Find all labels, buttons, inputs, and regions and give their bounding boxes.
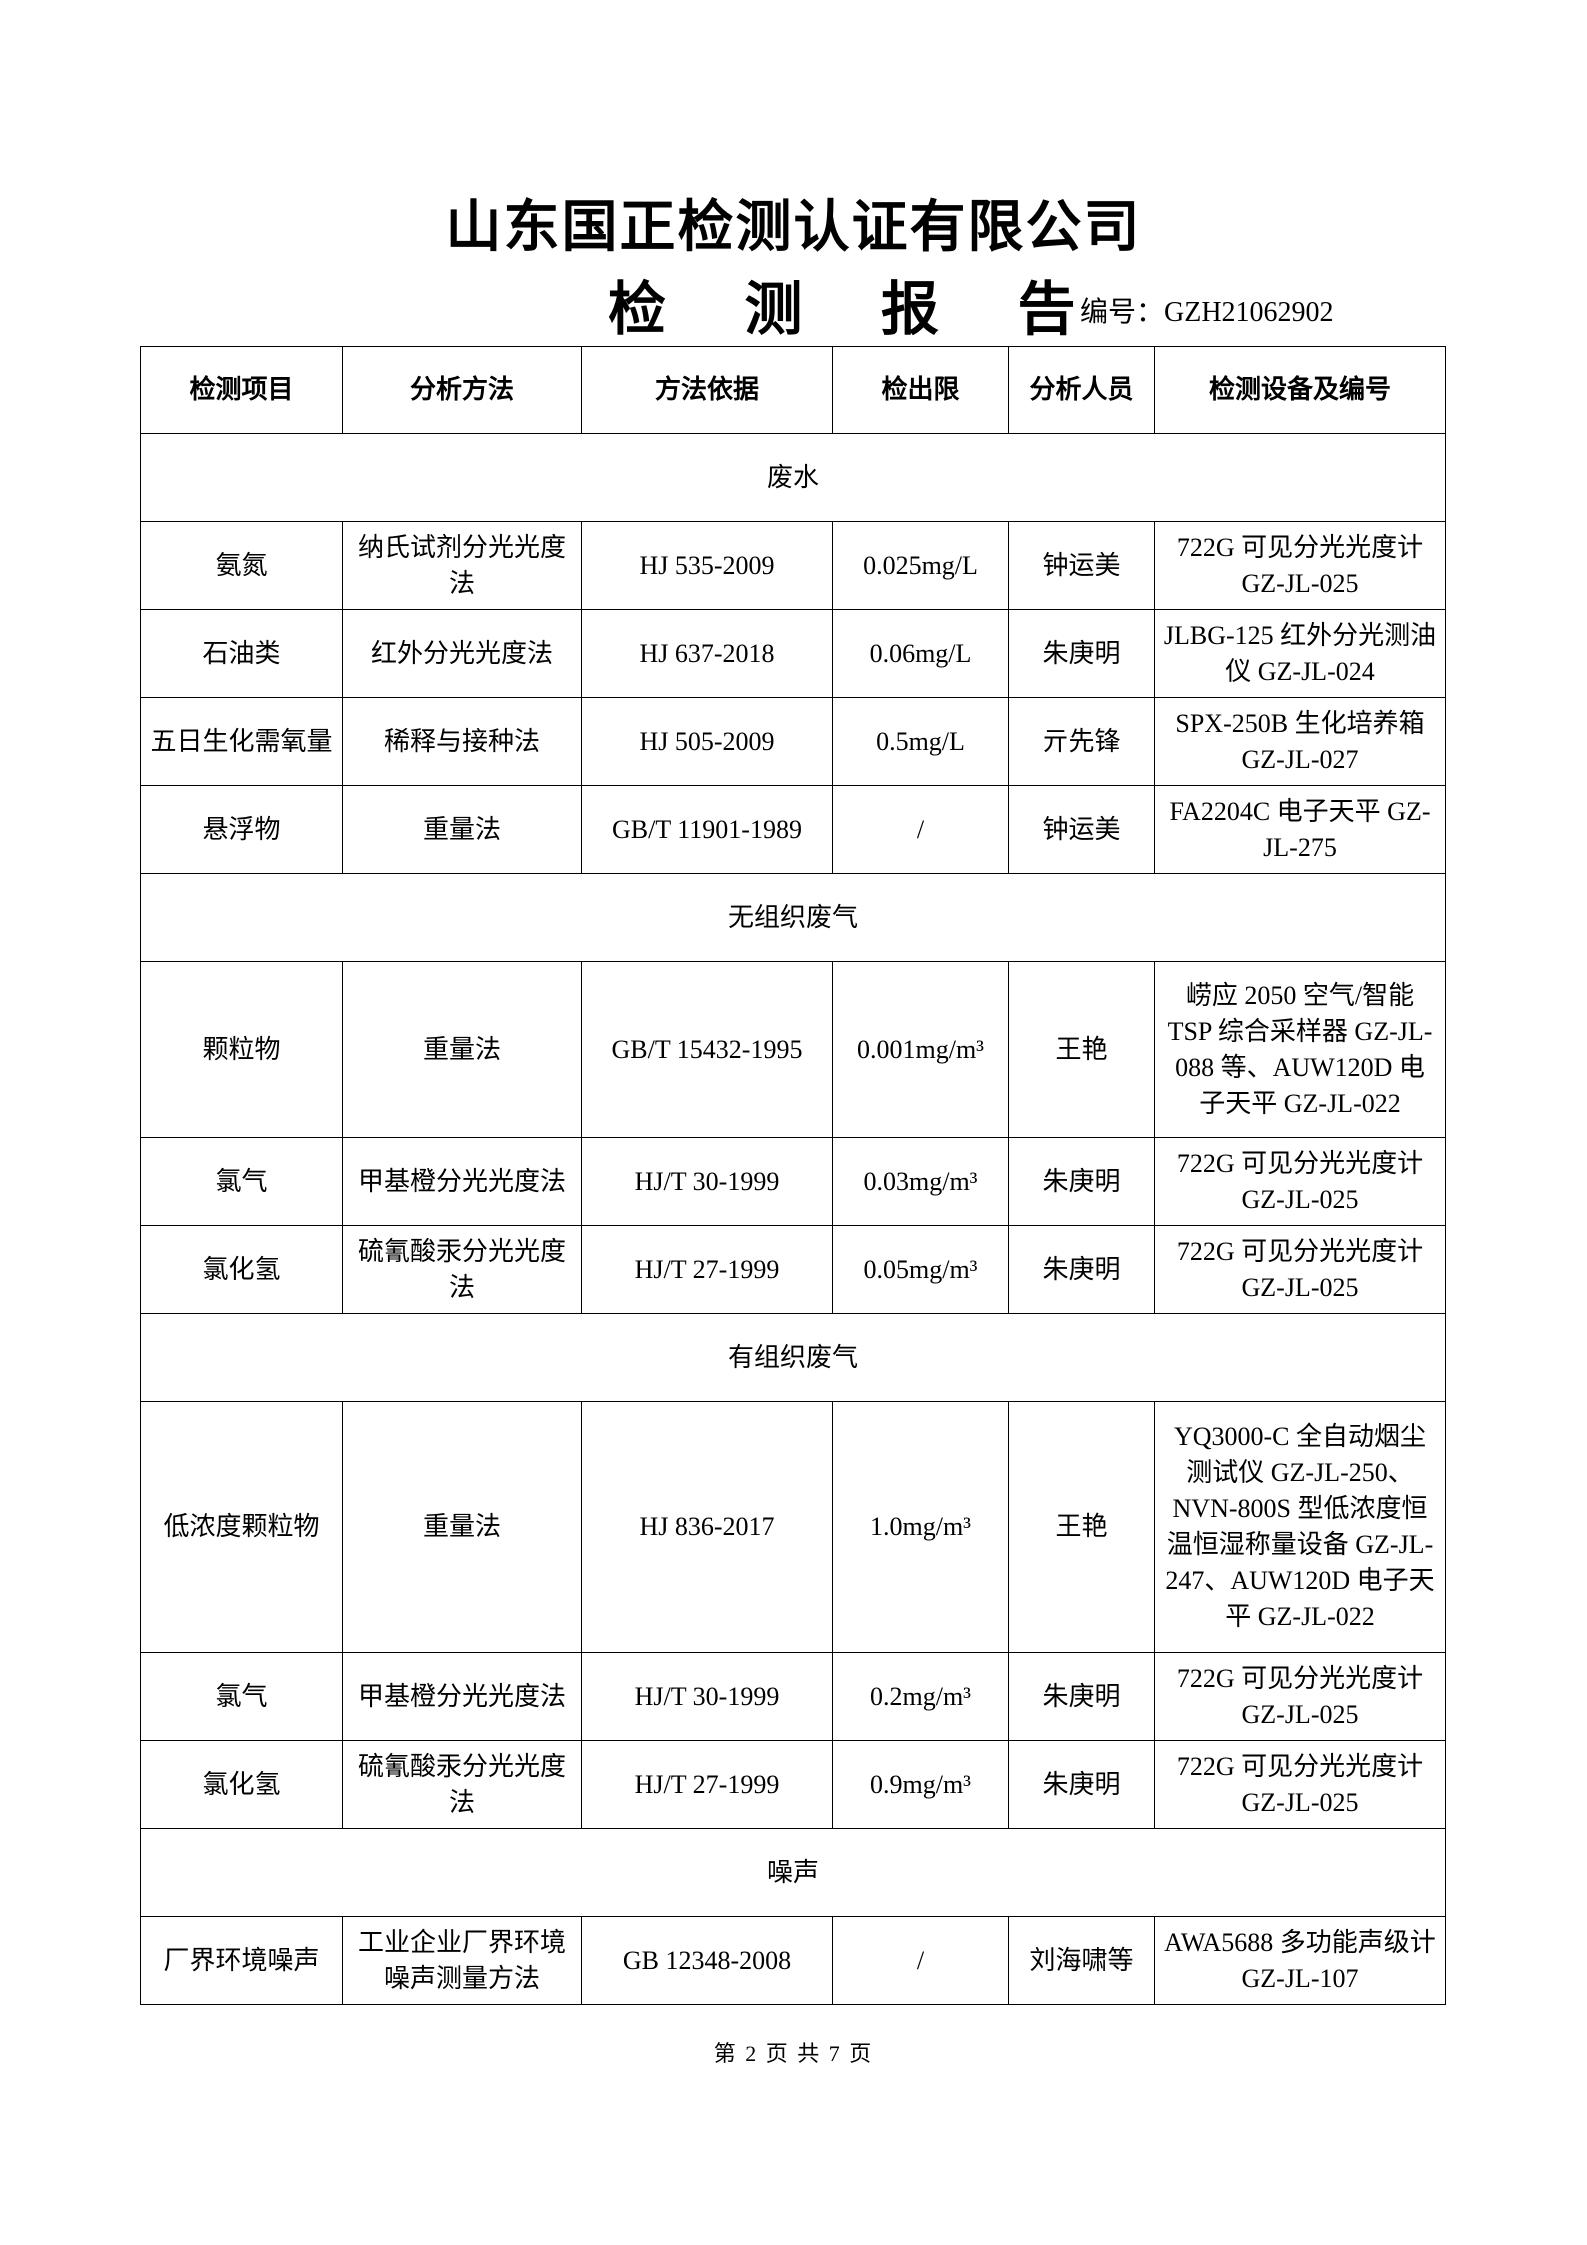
limit-cell: 0.2mg/m³ xyxy=(832,1652,1009,1741)
equipment-cell: SPX-250B 生化培养箱 GZ-JL-027 xyxy=(1154,697,1446,786)
equipment-cell: 722G 可见分光光度计 GZ-JL-025 xyxy=(1154,1652,1446,1741)
limit-cell: 0.03mg/m³ xyxy=(832,1137,1009,1226)
table-row: 氯化氢 硫氰酸汞分光光度法 HJ/T 27-1999 0.9mg/m³ 朱庚明 722G … xyxy=(140,1740,1446,1829)
company-name: 山东国正检测认证有限公司 xyxy=(445,197,1142,259)
analyst-cell: 钟运美 xyxy=(1008,785,1155,874)
method-cell: 工业企业厂界环境噪声测量方法 xyxy=(342,1916,582,2005)
standard-cell: GB/T 11901-1989 xyxy=(581,785,833,874)
method-cell: 甲基橙分光光度法 xyxy=(342,1652,582,1741)
limit-cell: / xyxy=(832,1916,1009,2005)
equipment-cell: 722G 可见分光光度计 GZ-JL-025 xyxy=(1154,1740,1446,1829)
analyst-cell: 朱庚明 xyxy=(1008,1652,1155,1741)
header-cell: 方法依据 xyxy=(581,346,833,434)
table-row: 颗粒物 重量法 GB/T 15432-1995 0.001mg/m³ 王艳 崂应 2050… xyxy=(140,961,1446,1138)
standard-cell: HJ 535-2009 xyxy=(581,521,833,610)
item-cell: 氯气 xyxy=(140,1652,343,1741)
limit-cell: 0.5mg/L xyxy=(832,697,1009,786)
analyst-cell: 朱庚明 xyxy=(1008,1740,1155,1829)
equipment-cell: 722G 可见分光光度计 GZ-JL-025 xyxy=(1154,521,1446,610)
standard-cell: GB/T 15432-1995 xyxy=(581,961,833,1138)
method-cell: 红外分光光度法 xyxy=(342,609,582,698)
section-title: 废水 xyxy=(140,433,1446,522)
item-cell: 氯化氢 xyxy=(140,1740,343,1829)
method-cell: 稀释与接种法 xyxy=(342,697,582,786)
limit-cell: / xyxy=(832,785,1009,874)
analyst-cell: 王艳 xyxy=(1008,1401,1155,1653)
item-cell: 五日生化需氧量 xyxy=(140,697,343,786)
section-row: 废水 xyxy=(140,433,1446,522)
document-title: 检 测 报 告 xyxy=(608,277,1108,342)
header-cell: 检出限 xyxy=(832,346,1009,434)
method-cell: 重量法 xyxy=(342,785,582,874)
item-cell: 氯化氢 xyxy=(140,1225,343,1314)
report-number: 编号：GZH21062902 xyxy=(1080,297,1334,328)
method-cell: 硫氰酸汞分光光度法 xyxy=(342,1225,582,1314)
header-cell: 检测项目 xyxy=(140,346,343,434)
section-title: 无组织废气 xyxy=(140,873,1446,962)
analyst-cell: 朱庚明 xyxy=(1008,1225,1155,1314)
analyst-cell: 朱庚明 xyxy=(1008,609,1155,698)
analyst-cell: 钟运美 xyxy=(1008,521,1155,610)
header-cell: 分析方法 xyxy=(342,346,582,434)
item-cell: 石油类 xyxy=(140,609,343,698)
equipment-cell: FA2204C 电子天平 GZ-JL-275 xyxy=(1154,785,1446,874)
limit-cell: 0.05mg/m³ xyxy=(832,1225,1009,1314)
standard-cell: GB 12348-2008 xyxy=(581,1916,833,2005)
section-row: 噪声 xyxy=(140,1828,1446,1917)
standard-cell: HJ/T 27-1999 xyxy=(581,1225,833,1314)
method-cell: 纳氏试剂分光光度法 xyxy=(342,521,582,610)
item-cell: 颗粒物 xyxy=(140,961,343,1138)
equipment-cell: JLBG-125 红外分光测油仪 GZ-JL-024 xyxy=(1154,609,1446,698)
table-row: 悬浮物 重量法 GB/T 11901-1989/钟运美 FA2204C 电子天平 GZ… xyxy=(140,785,1446,874)
item-cell: 氯气 xyxy=(140,1137,343,1226)
analyst-cell: 亓先锋 xyxy=(1008,697,1155,786)
test-methods-table: 检测项目 分析方法 方法依据 检出限 分析人员 检测设备及编号 废水 氨氮 纳氏试剂… xyxy=(140,346,1446,2005)
method-cell: 重量法 xyxy=(342,961,582,1138)
analyst-cell: 王艳 xyxy=(1008,961,1155,1138)
table-row: 五日生化需氧量 稀释与接种法 HJ 505-2009 0.5mg/L 亓先锋 SPX-25… xyxy=(140,697,1446,786)
equipment-cell: AWA5688 多功能声级计 GZ-JL-107 xyxy=(1154,1916,1446,2005)
limit-cell: 0.001mg/m³ xyxy=(832,961,1009,1138)
table-row: 厂界环境噪声 工业企业厂界环境噪声测量方法 GB 12348-2008/刘海啸等 AW… xyxy=(140,1916,1446,2005)
standard-cell: HJ/T 30-1999 xyxy=(581,1137,833,1226)
standard-cell: HJ 637-2018 xyxy=(581,609,833,698)
equipment-cell: 722G 可见分光光度计 GZ-JL-025 xyxy=(1154,1225,1446,1314)
limit-cell: 1.0mg/m³ xyxy=(832,1401,1009,1653)
header-cell: 检测设备及编号 xyxy=(1154,346,1446,434)
standard-cell: HJ/T 30-1999 xyxy=(581,1652,833,1741)
page-number: 第 2 页 共 7 页 xyxy=(713,2041,874,2066)
limit-cell: 0.025mg/L xyxy=(832,521,1009,610)
standard-cell: HJ 836-2017 xyxy=(581,1401,833,1653)
method-cell: 甲基橙分光光度法 xyxy=(342,1137,582,1226)
equipment-cell: YQ3000-C 全自动烟尘测试仪 GZ-JL-250、NVN-800S 型低浓… xyxy=(1154,1401,1446,1653)
item-cell: 厂界环境噪声 xyxy=(140,1916,343,2005)
limit-cell: 0.9mg/m³ xyxy=(832,1740,1009,1829)
item-cell: 氨氮 xyxy=(140,521,343,610)
table-header-row: 检测项目 分析方法 方法依据 检出限 分析人员 检测设备及编号 xyxy=(140,346,1446,434)
table-row: 低浓度颗粒物 重量法 HJ 836-2017 1.0mg/m³ 王艳 YQ3000-C 全… xyxy=(140,1401,1446,1653)
table-row: 氨氮 纳氏试剂分光光度法 HJ 535-2009 0.025mg/L 钟运美 722G 可… xyxy=(140,521,1446,610)
section-row: 无组织废气 xyxy=(140,873,1446,962)
item-cell: 悬浮物 xyxy=(140,785,343,874)
section-title: 噪声 xyxy=(140,1828,1446,1917)
method-cell: 重量法 xyxy=(342,1401,582,1653)
section-row: 有组织废气 xyxy=(140,1313,1446,1402)
item-cell: 低浓度颗粒物 xyxy=(140,1401,343,1653)
section-title: 有组织废气 xyxy=(140,1313,1446,1402)
table-row: 氯化氢 硫氰酸汞分光光度法 HJ/T 27-1999 0.05mg/m³ 朱庚明 722G… xyxy=(140,1225,1446,1314)
standard-cell: HJ 505-2009 xyxy=(581,697,833,786)
header-cell: 分析人员 xyxy=(1008,346,1155,434)
limit-cell: 0.06mg/L xyxy=(832,609,1009,698)
standard-cell: HJ/T 27-1999 xyxy=(581,1740,833,1829)
equipment-cell: 722G 可见分光光度计 GZ-JL-025 xyxy=(1154,1137,1446,1226)
analyst-cell: 朱庚明 xyxy=(1008,1137,1155,1226)
analyst-cell: 刘海啸等 xyxy=(1008,1916,1155,2005)
table-row: 氯气 甲基橙分光光度法 HJ/T 30-1999 0.03mg/m³ 朱庚明 722G 可… xyxy=(140,1137,1446,1226)
equipment-cell: 崂应 2050 空气/智能 TSP 综合采样器 GZ-JL-088 等、AUW1… xyxy=(1154,961,1446,1138)
table-row: 氯气 甲基橙分光光度法 HJ/T 30-1999 0.2mg/m³ 朱庚明 722G 可见… xyxy=(140,1652,1446,1741)
table-row: 石油类 红外分光光度法 HJ 637-2018 0.06mg/L 朱庚明 JLBG-125… xyxy=(140,609,1446,698)
method-cell: 硫氰酸汞分光光度法 xyxy=(342,1740,582,1829)
